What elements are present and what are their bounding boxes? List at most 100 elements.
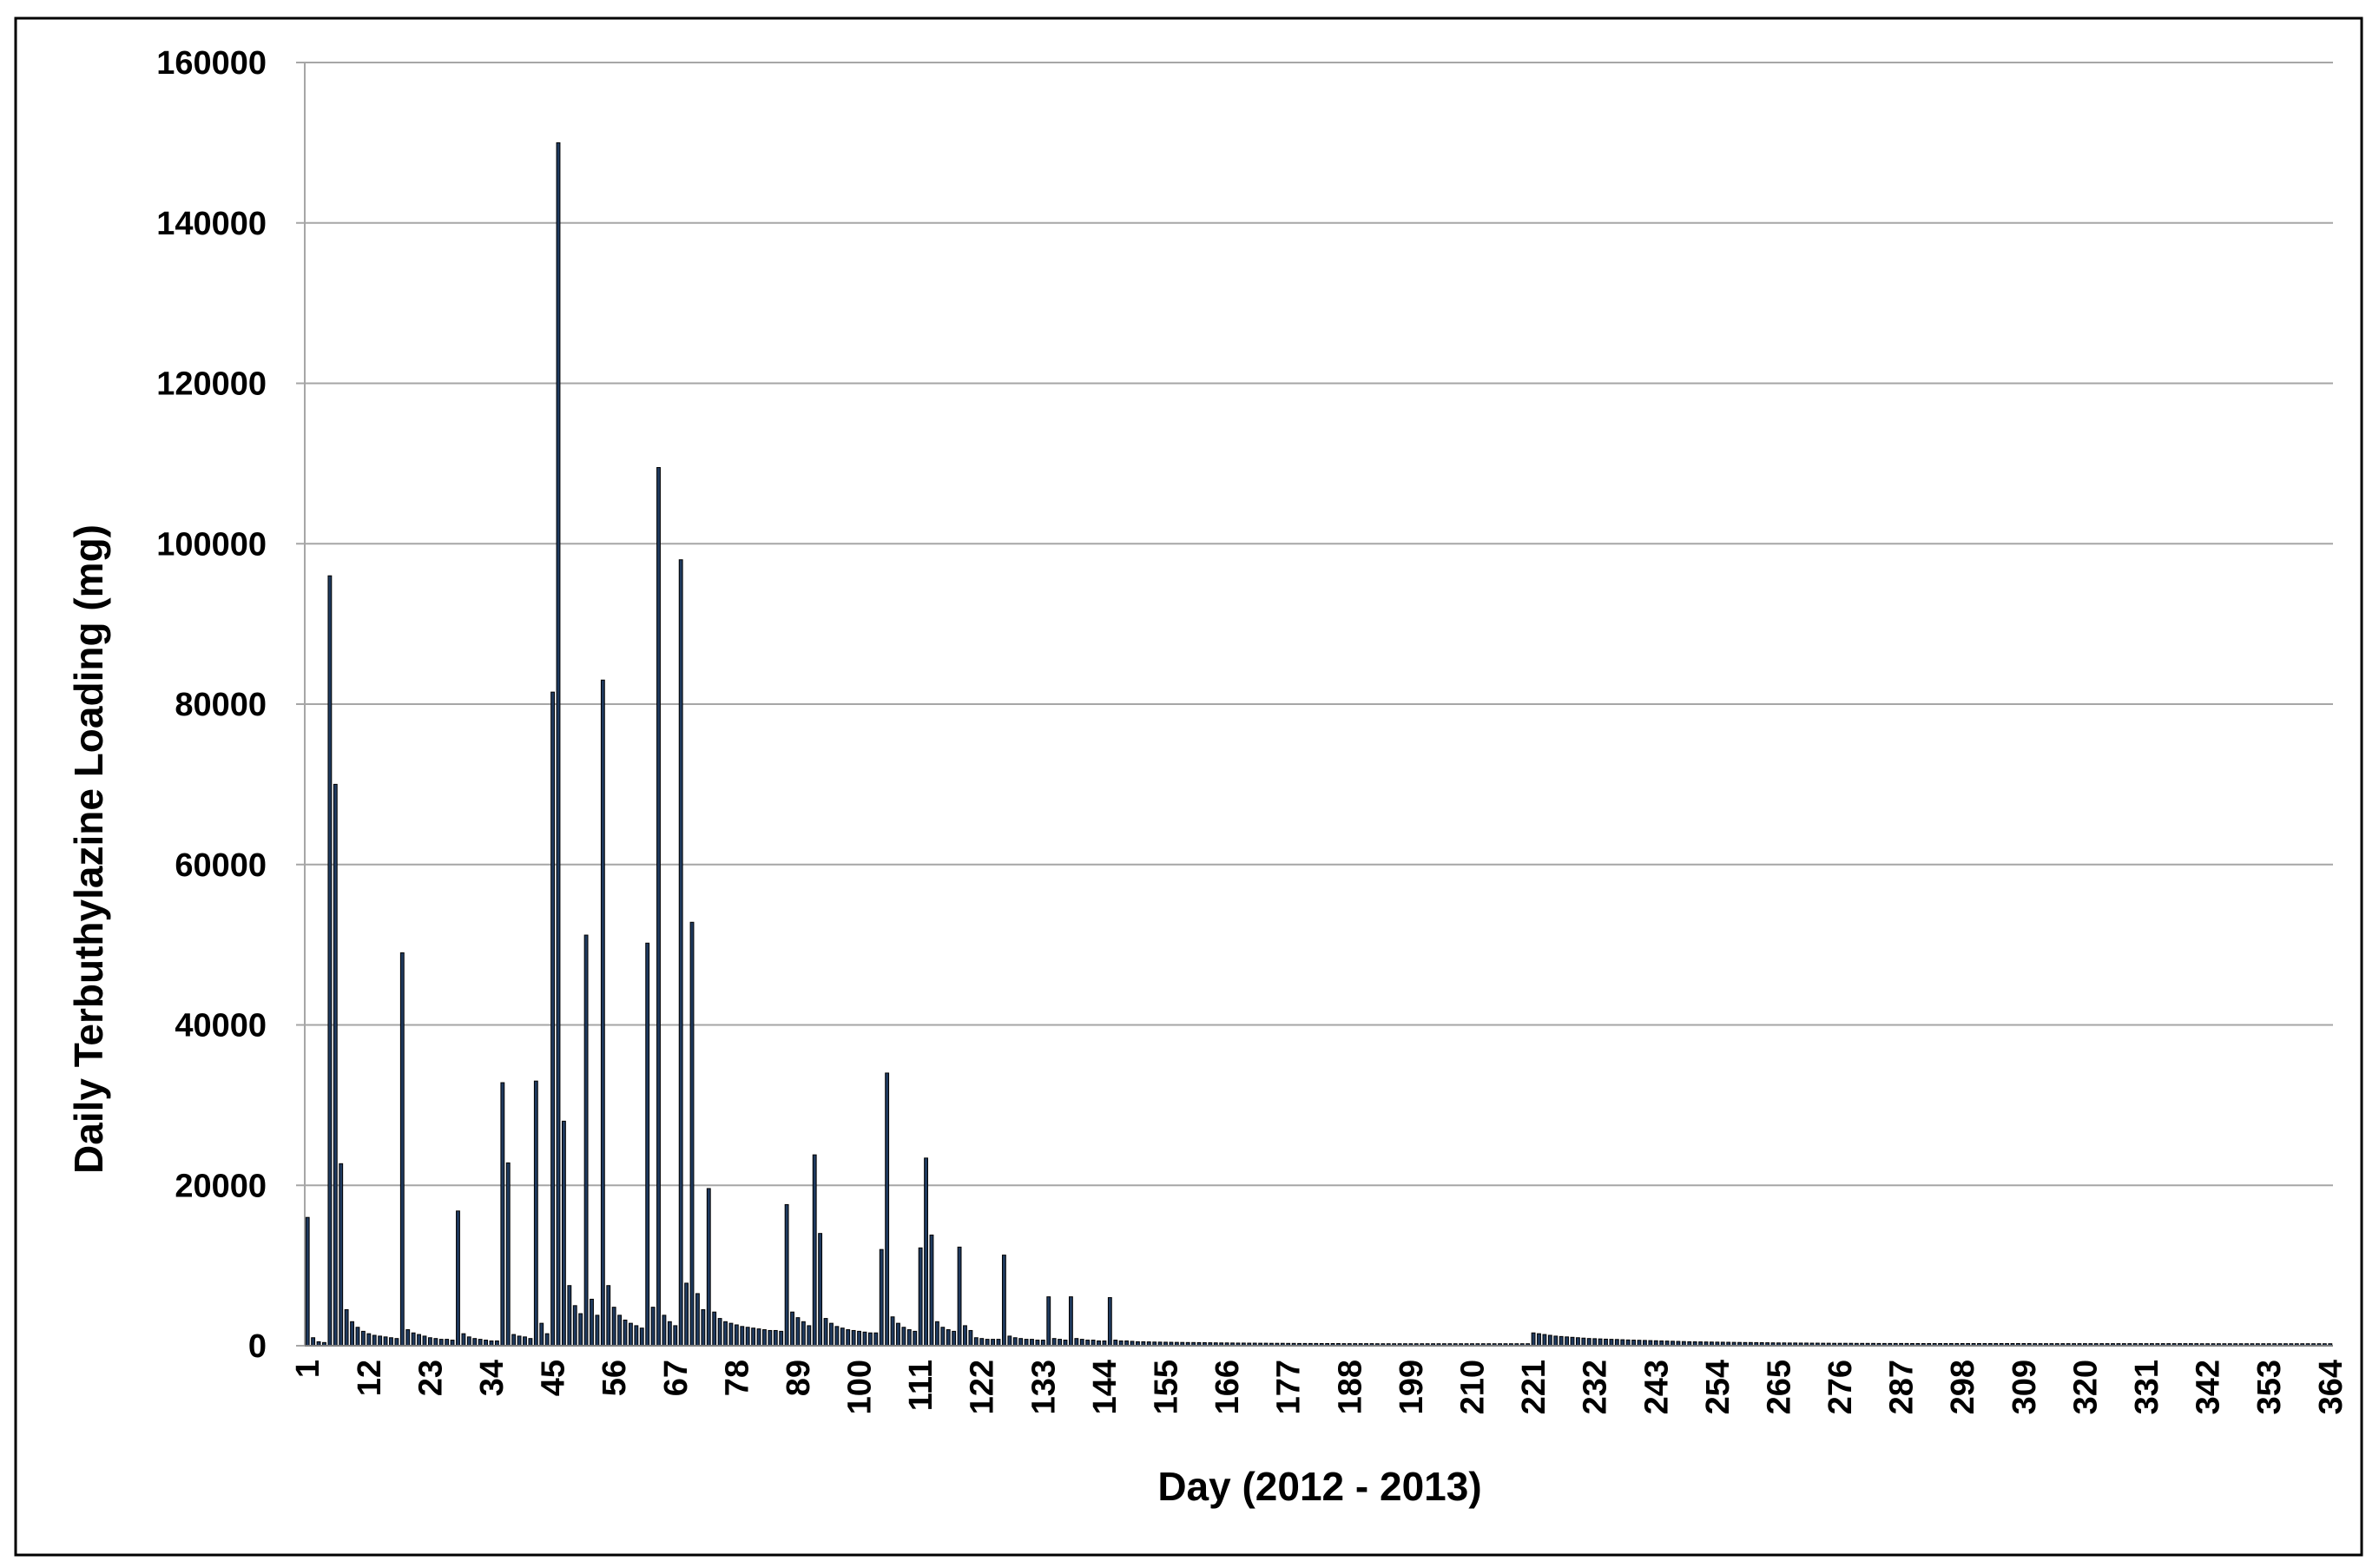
x-tick-label: 100 [842,1360,879,1414]
bar [745,1327,750,1347]
bar [333,783,338,1347]
bar [784,1203,789,1347]
bar [1620,1339,1625,1347]
bar [812,1154,817,1347]
bar [929,1235,934,1347]
bar [896,1322,900,1347]
bar [918,1247,923,1347]
bar [1547,1334,1552,1347]
x-tick-label: 12 [352,1360,388,1396]
bar [867,1332,873,1347]
bar [422,1335,427,1347]
bar [517,1335,522,1347]
bar [1058,1339,1063,1347]
bar [639,1328,644,1347]
bar [846,1329,851,1347]
x-tick-label: 155 [1149,1360,1185,1414]
bar [1542,1334,1547,1347]
x-tick-label: 56 [596,1360,633,1396]
bar [717,1318,722,1347]
bar [1012,1337,1018,1347]
x-tick-label: 34 [474,1360,511,1396]
bar [1592,1338,1598,1347]
x-tick-label: 309 [2007,1360,2043,1414]
bar [890,1316,895,1347]
bar [968,1329,973,1347]
bar [544,1333,550,1347]
bar [706,1188,711,1347]
bar [611,1307,616,1347]
x-tick-label: 177 [1271,1360,1308,1414]
bar [879,1248,884,1347]
bar [740,1326,745,1347]
bar [629,1322,633,1347]
bar [327,575,333,1347]
bar [1581,1337,1586,1347]
y-tick-label: 20000 [175,1168,267,1204]
bar [344,1308,349,1347]
bar [940,1327,946,1347]
bar [556,142,561,1347]
bar [533,1080,538,1347]
bar [913,1330,918,1347]
bar [768,1329,773,1347]
bar [311,1337,316,1347]
bar [1553,1335,1559,1347]
bar [996,1339,1001,1347]
bar [550,691,556,1347]
x-axis-title: Day (2012 - 2013) [1157,1464,1481,1509]
bar [851,1329,856,1347]
bar [906,1329,912,1347]
bar [305,1216,310,1347]
bar [952,1330,957,1347]
bar [807,1325,812,1347]
bar [478,1339,483,1347]
bar [885,1072,890,1347]
bar [734,1324,739,1347]
bar [500,1082,505,1347]
bar [946,1329,951,1347]
bar [1565,1336,1570,1347]
bar [561,1120,566,1347]
bar [523,1336,527,1347]
y-tick-label: 140000 [156,206,267,242]
bar [991,1339,995,1347]
bar [339,1163,344,1347]
y-tick-label: 100000 [156,526,267,563]
y-tick-label: 80000 [175,687,267,723]
bar [427,1337,432,1347]
bar [578,1313,583,1347]
bar [405,1329,411,1347]
bar [417,1334,421,1347]
bar [1074,1338,1079,1347]
bar [924,1157,928,1347]
bar [862,1331,867,1347]
x-tick-label: 45 [536,1360,572,1396]
bar [963,1325,967,1347]
bar [973,1337,979,1347]
bar [728,1322,734,1347]
bar [684,1282,689,1347]
x-tick-label: 276 [1822,1360,1859,1414]
x-tick-label: 133 [1025,1360,1062,1414]
bar [438,1339,444,1347]
bar [673,1325,678,1347]
x-tick-label: 364 [2313,1360,2349,1414]
bar [1068,1296,1073,1347]
bar [656,466,661,1347]
bar [1537,1333,1541,1347]
bar [383,1336,388,1347]
x-tick-label: 265 [1761,1360,1797,1414]
x-tick-label: 210 [1454,1360,1491,1414]
bar [857,1330,861,1347]
bar [1604,1338,1608,1347]
bar [399,952,405,1347]
bar [823,1318,828,1347]
bar [360,1330,366,1347]
bar [667,1321,672,1347]
bar [723,1321,728,1347]
bar [433,1338,438,1347]
y-tick-label: 40000 [175,1008,267,1044]
bar [595,1314,600,1347]
